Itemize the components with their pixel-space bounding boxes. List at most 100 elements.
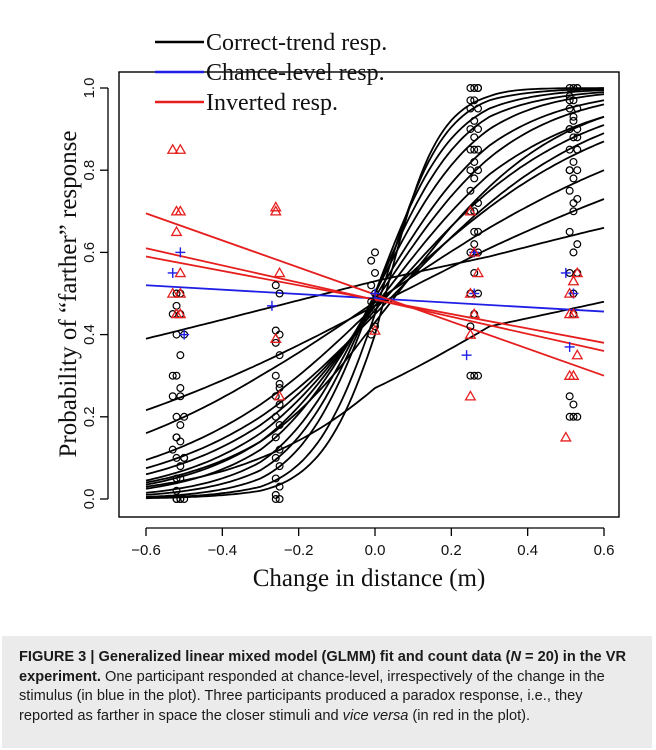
correct-point [573, 240, 582, 249]
inverted-point [166, 287, 179, 298]
plot-frame [118, 71, 620, 518]
correct-point [474, 83, 483, 92]
correct-point [474, 199, 483, 208]
y-tick-label: 1.0 [81, 78, 98, 99]
chance-point [266, 300, 277, 311]
figure-caption: FIGURE 3 | Generalized linear mixed mode… [2, 636, 652, 748]
x-axis-title: Change in distance (m) [253, 565, 486, 592]
correct-point [367, 256, 376, 265]
correct-point [474, 227, 483, 236]
x-tick-label: −0.2 [284, 542, 314, 559]
inverted-point [174, 143, 187, 154]
correct-point [569, 157, 578, 166]
correct-point [565, 166, 574, 175]
correct-point [474, 145, 483, 154]
correct-point [573, 83, 582, 92]
legend-label-inverted: Inverted resp. [206, 90, 338, 116]
correct-point [180, 495, 189, 504]
x-tick-label: −0.6 [131, 542, 161, 559]
correct-point [470, 145, 479, 154]
inverted-point [472, 266, 484, 278]
caption-n-value: = 20) in the VR experiment. [19, 649, 627, 685]
correct-point [474, 371, 483, 380]
correct-point [371, 248, 380, 257]
x-tick-label: 0.0 [365, 542, 386, 559]
correct-point [466, 166, 475, 175]
correct-point [573, 125, 582, 134]
chance-point [175, 247, 186, 258]
correct-point [474, 104, 483, 113]
correct-fit-curve [145, 115, 605, 484]
inverted-point [563, 307, 576, 319]
correct-point [470, 174, 479, 183]
inverted-point [170, 225, 183, 237]
y-tick-label: 0.4 [81, 324, 98, 345]
correct-point [176, 384, 185, 393]
inverted-point [269, 332, 282, 343]
correct-point [470, 96, 479, 105]
correct-point [466, 186, 475, 195]
inverted-point [166, 143, 179, 154]
correct-point [573, 145, 582, 154]
correct-point [271, 281, 280, 290]
correct-fit-curve [145, 124, 605, 476]
correct-point [466, 104, 475, 113]
x-axis: −0.6 −0.4 −0.2 0.0 0.2 0.4 0.6 [131, 527, 615, 559]
inverted-point [269, 205, 282, 216]
correct-fit-curve [145, 115, 605, 482]
correct-point [573, 166, 582, 175]
glmm-figure: −0.6 −0.4 −0.2 0.0 0.2 0.4 0.6 0.0 0.2 0.4 0.6 0.8… [55, 30, 620, 592]
chance-point [167, 267, 178, 278]
inverted-point [567, 275, 580, 286]
correct-point [176, 421, 185, 430]
correct-point [569, 174, 578, 183]
correct-point [168, 445, 177, 454]
correct-point [569, 400, 578, 409]
correct-point [565, 392, 574, 401]
inverted-point [464, 287, 477, 298]
x-tick-label: 0.6 [594, 542, 615, 559]
correct-point [275, 289, 284, 298]
correct-point [466, 96, 475, 105]
correct-point [466, 125, 475, 134]
correct-point [371, 268, 380, 277]
inverted-point [174, 307, 187, 319]
correct-point [168, 371, 177, 380]
chance-point [179, 329, 190, 340]
inverted-point [567, 369, 580, 380]
y-tick-label: 0.8 [81, 160, 98, 181]
inverted-point [174, 205, 187, 216]
correct-point [275, 379, 284, 388]
correct-point [176, 495, 185, 504]
correct-point [470, 157, 479, 166]
y-tick-label: 0.0 [81, 489, 98, 510]
inverted-point [273, 390, 286, 401]
correct-point [573, 133, 582, 142]
correct-point [172, 433, 181, 442]
y-tick-label: 0.6 [81, 242, 98, 263]
y-axis: 0.0 0.2 0.4 0.6 0.8 1.0 [81, 78, 109, 510]
inverted-point [464, 205, 477, 216]
correct-point [275, 400, 284, 409]
correct-point [569, 207, 578, 216]
correct-point [371, 322, 380, 331]
correct-point [470, 83, 479, 92]
correct-point [271, 474, 280, 483]
correct-point [474, 166, 483, 175]
correct-point [172, 486, 181, 495]
correct-point [176, 351, 185, 360]
inverted-point [464, 390, 477, 401]
chance-point [370, 288, 380, 299]
correct-point [271, 495, 280, 504]
correct-point [176, 437, 185, 446]
inverted-point [563, 287, 576, 298]
correct-point [470, 371, 479, 380]
caption-label: FIGURE 3 | [19, 649, 95, 665]
correct-point [569, 116, 578, 125]
correct-point [565, 83, 574, 92]
x-tick-label: 0.4 [517, 542, 538, 559]
correct-point [172, 371, 181, 380]
correct-point [565, 412, 574, 421]
inverted-point [468, 307, 481, 319]
correct-point [466, 83, 475, 92]
